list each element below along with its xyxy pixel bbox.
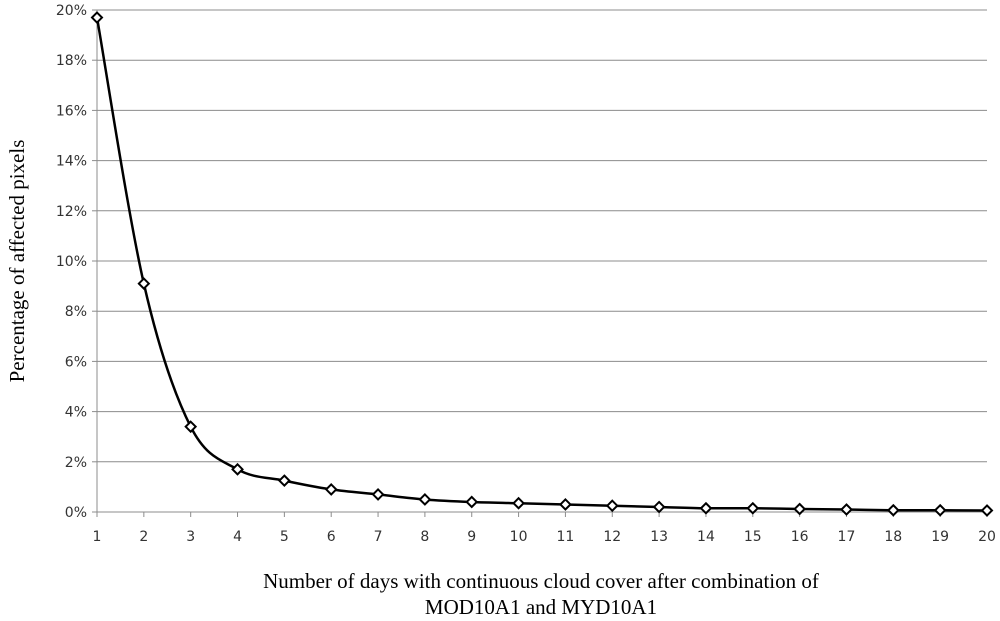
y-tick-label: 20% [56,3,87,19]
x-tick-label: 17 [838,529,856,545]
marker [793,502,807,516]
marker [184,420,198,434]
x-tick-label: 14 [697,529,715,545]
y-tick-label: 18% [56,53,87,69]
x-tick-label: 12 [603,529,621,545]
x-tick-label: 13 [650,529,668,545]
marker [231,462,244,476]
y-tick-label: 2% [65,455,87,471]
x-tick-label: 10 [510,529,528,545]
x-tick-label: 11 [557,529,575,545]
marker [137,277,151,291]
x-tick-label: 20 [978,529,996,545]
x-tick-label: 1 [93,529,102,545]
marker [324,482,338,496]
marker [418,493,432,506]
marker [746,501,760,515]
x-tick-label: 2 [139,529,148,545]
x-tick-label: 7 [374,529,383,545]
marker [840,503,853,516]
y-tick-label: 12% [56,204,87,220]
x-axis-title: Number of days with continuous cloud cov… [263,569,819,593]
marker [512,496,525,510]
x-tick-label: 16 [791,529,809,545]
line [95,17,988,512]
x-tick-label: 3 [186,529,195,545]
marker [277,474,291,488]
y-tick-label: 16% [56,103,87,119]
y-tick-label: 4% [65,405,87,421]
marker [980,504,994,517]
y-axis-title: Percentage of affected pixels [5,140,29,383]
y-tick-label: 10% [56,254,87,270]
y-tick-label: 6% [65,354,87,370]
marker [886,503,900,517]
y-tick-label: 14% [56,154,87,170]
x-tick-label: 19 [931,529,949,545]
marker [652,500,666,514]
x-tick-label: 8 [420,529,429,545]
x-tick-label: 18 [884,529,902,545]
x-tick-label: 9 [467,529,476,545]
y-tick-label: 0% [65,505,87,521]
x-tick-label: 6 [327,529,336,545]
marker [465,495,479,509]
marker [933,503,947,517]
marker [699,501,713,515]
x-tick-label: 15 [744,529,762,545]
marker [605,499,619,513]
x-axis-title: MOD10A1 and MYD10A1 [425,595,657,619]
x-tick-label: 4 [233,529,242,545]
marker [559,498,572,511]
marker [90,11,104,24]
y-tick-label: 8% [65,304,87,320]
marker [371,488,385,501]
x-tick-label: 5 [280,529,289,545]
